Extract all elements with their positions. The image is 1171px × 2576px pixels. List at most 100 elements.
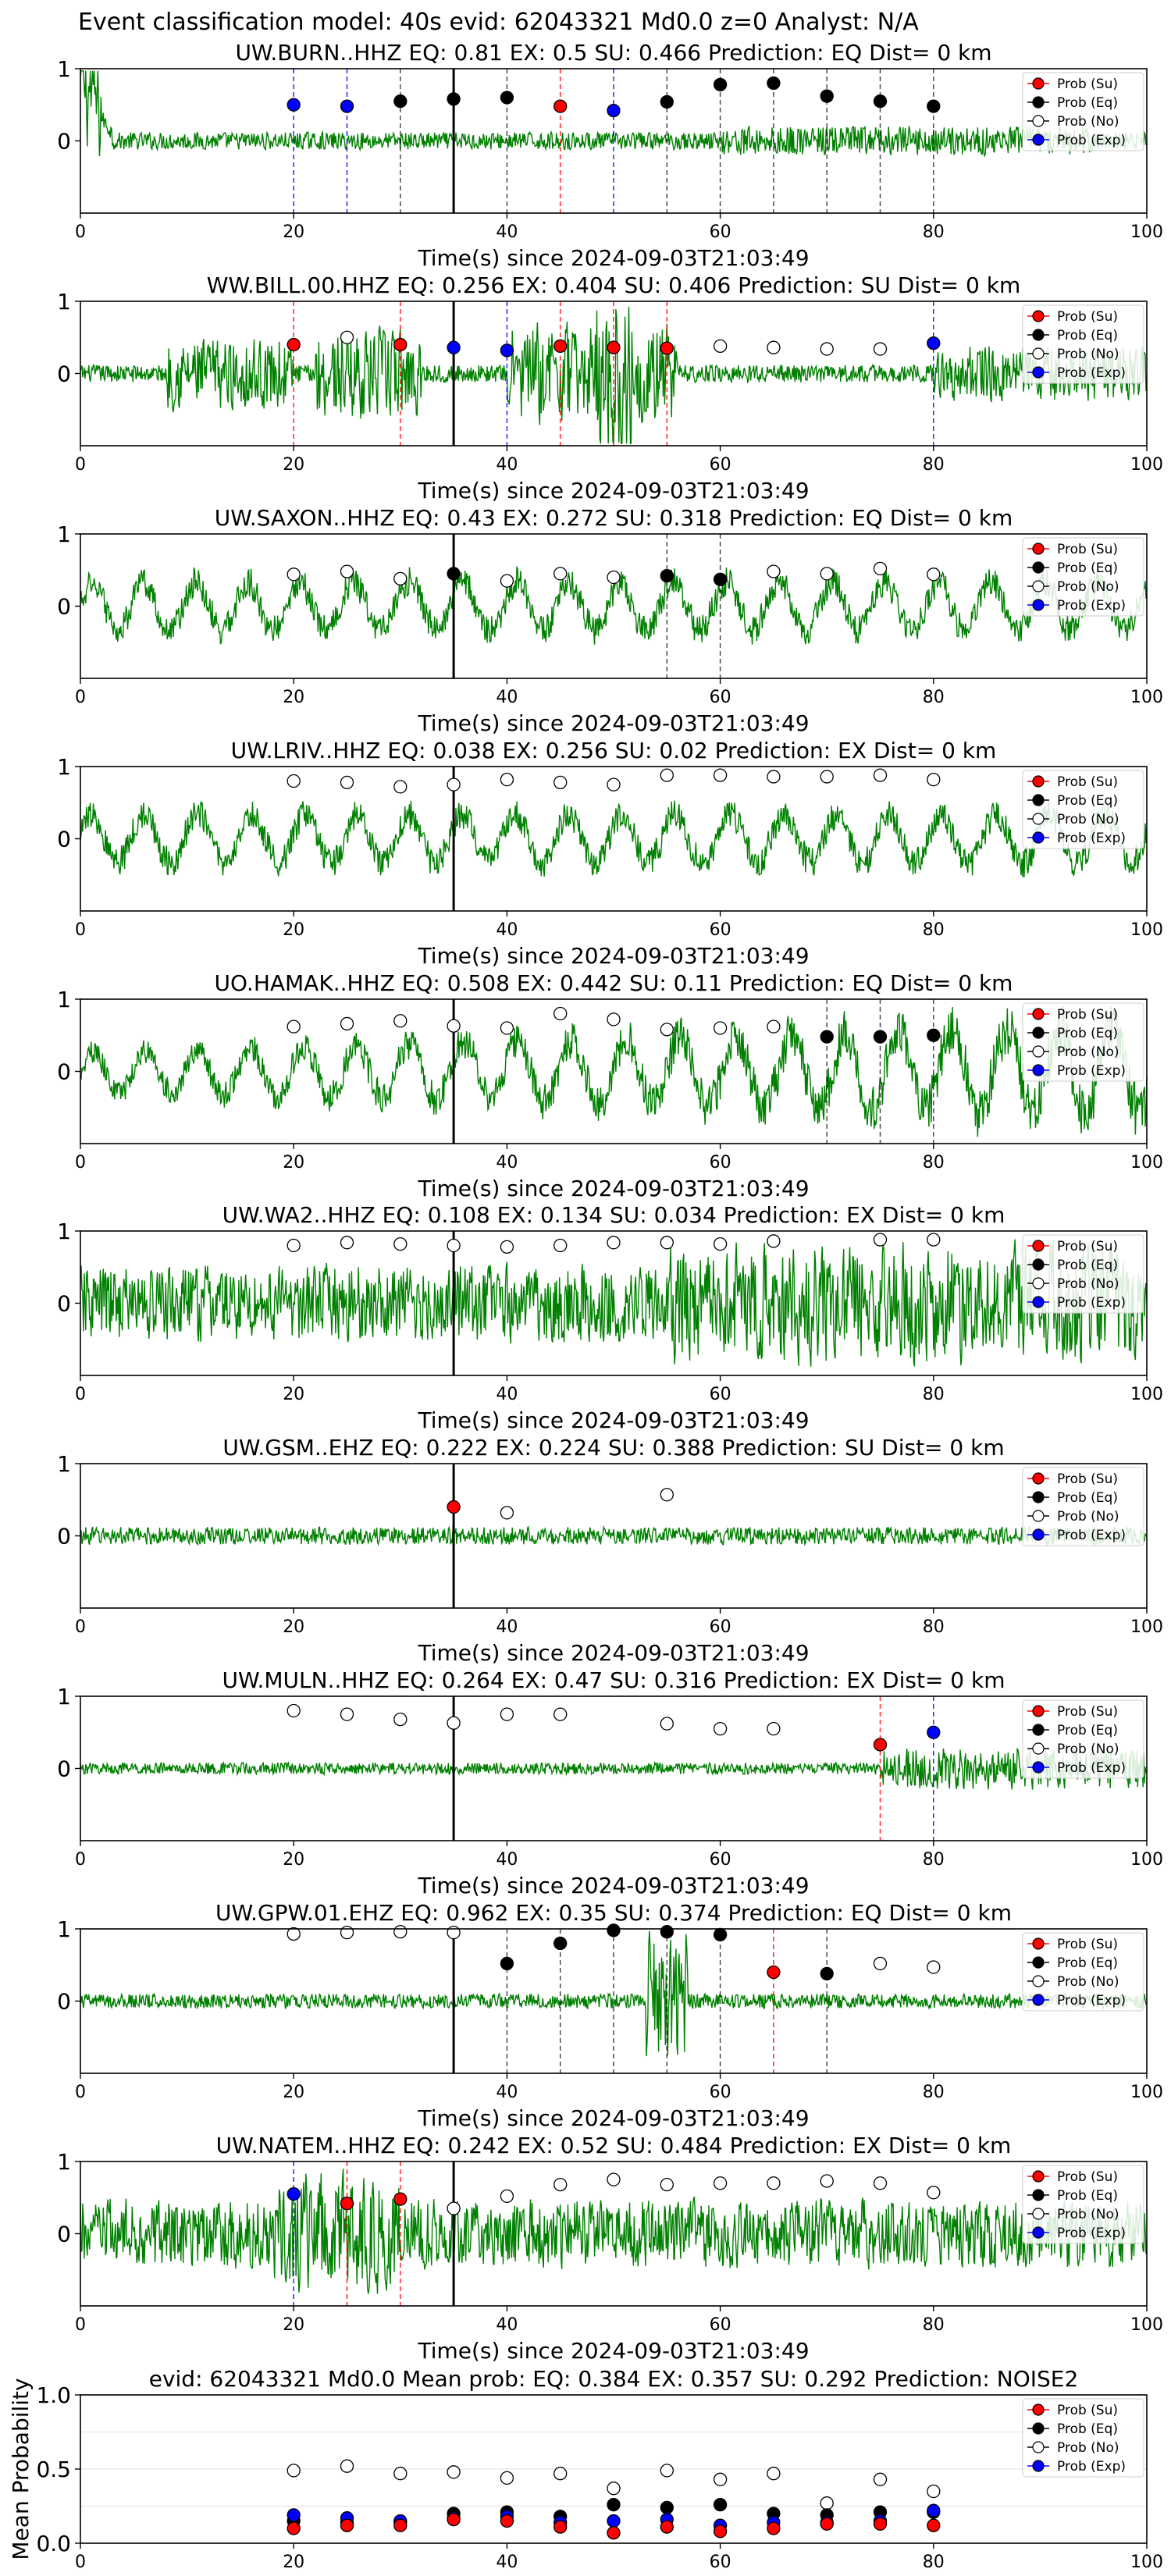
legend-marker: [1032, 775, 1045, 788]
x-tick-label: 40: [496, 1385, 518, 1404]
prob-marker-no: [447, 1238, 461, 1253]
legend-marker: [1032, 543, 1045, 555]
legend-marker: [1032, 1510, 1045, 1522]
x-tick-label: 60: [710, 688, 731, 707]
legend: Prob (Su) Prob (Eq) Prob (No) Prob (Exp): [1022, 2398, 1144, 2478]
mean-probability-panel: evid: 62043321 Md0.0 Mean prob: EQ: 0.38…: [8, 2366, 1163, 2572]
prob-marker-no: [393, 1014, 408, 1028]
prob-marker-exp: [287, 2186, 301, 2201]
waveform-trace: [80, 1747, 1148, 1790]
legend-marker: [1032, 561, 1045, 574]
x-tick-label: 0: [75, 1385, 86, 1404]
y-tick-label: 0: [57, 129, 71, 155]
legend-marker: [1032, 1258, 1045, 1271]
figure-suptitle: Event classification model: 40s evid: 62…: [78, 9, 919, 36]
legend: Prob (Su) Prob (Eq) Prob (No) Prob (Exp): [1022, 2165, 1144, 2244]
legend-label: Prob (Exp): [1057, 365, 1126, 381]
prob-marker-exp: [447, 340, 461, 354]
legend-marker: [1032, 1296, 1045, 1308]
x-tick-label: 100: [1130, 1617, 1163, 1637]
legend: Prob (Su) Prob (Eq) Prob (No) Prob (Exp): [1022, 1467, 1144, 1546]
x-tick-label: 40: [496, 920, 518, 940]
legend-label: Prob (No): [1057, 1974, 1119, 1990]
y-tick-label: 1: [57, 521, 71, 547]
panel-title: UW.GPW.01.EHZ EQ: 0.962 EX: 0.35 SU: 0.3…: [215, 1900, 1012, 1926]
prob-marker-su: [873, 1738, 888, 1752]
legend-label: Prob (Exp): [1057, 1760, 1126, 1776]
prob-marker-no: [500, 574, 514, 588]
y-tick-label: 1: [57, 289, 71, 315]
prob-marker-exp: [607, 103, 621, 118]
x-tick-label: 100: [1130, 1385, 1163, 1404]
mean-marker-no: [713, 2472, 728, 2486]
y-tick-label: 1: [57, 987, 71, 1012]
prob-marker-no: [553, 775, 568, 789]
legend-label: Prob (Eq): [1057, 1955, 1118, 1971]
x-tick-label: 0: [75, 1850, 86, 1870]
legend-label: Prob (No): [1057, 2207, 1119, 2222]
prob-marker-no: [340, 330, 354, 344]
waveform-trace: [80, 1239, 1148, 1367]
x-tick-label: 100: [1130, 1153, 1163, 1172]
legend-label: Prob (Su): [1057, 542, 1118, 557]
x-tick-label: 40: [496, 1617, 518, 1637]
x-tick-label: 40: [496, 2553, 518, 2572]
x-tick-label: 80: [923, 2083, 945, 2102]
mean-marker-su: [287, 2521, 301, 2535]
prob-marker-eq: [713, 1927, 728, 1942]
legend-label: Prob (Exp): [1057, 2226, 1126, 2241]
x-axis-label: Time(s) since 2024-09-03T21:03:49: [417, 478, 809, 503]
prob-marker-no: [447, 1019, 461, 1033]
legend-marker: [1032, 580, 1045, 592]
mean-marker-su: [713, 2524, 728, 2539]
prob-marker-no: [340, 1925, 354, 1940]
prob-marker-eq: [927, 1028, 941, 1042]
prob-marker-su: [607, 340, 621, 354]
prob-marker-su: [393, 337, 408, 352]
mean-marker-exp: [287, 2508, 301, 2522]
prob-marker-no: [447, 1716, 461, 1730]
legend-label: Prob (No): [1057, 347, 1119, 362]
panel-title: UW.MULN..HHZ EQ: 0.264 EX: 0.47 SU: 0.31…: [222, 1667, 1005, 1693]
mean-marker-no: [767, 2467, 781, 2481]
x-axis-label: Time(s) since 2024-09-03T21:03:49: [417, 1407, 809, 1433]
legend: Prob (Su) Prob (Eq) Prob (No) Prob (Exp): [1022, 1234, 1144, 1314]
y-tick-label: 1: [57, 56, 71, 82]
prob-marker-eq: [607, 1923, 621, 1937]
prob-marker-eq: [660, 569, 674, 583]
panel-title: WW.BILL.00.HHZ EQ: 0.256 EX: 0.404 SU: 0…: [207, 272, 1020, 298]
y-tick-label: 1: [57, 1219, 71, 1244]
prob-marker-no: [927, 568, 941, 582]
y-tick-label: 0.5: [36, 2457, 71, 2482]
legend-label: Prob (Eq): [1057, 95, 1118, 111]
x-tick-label: 0: [75, 1617, 86, 1637]
mean-marker-su: [660, 2520, 674, 2534]
prob-marker-no: [713, 339, 728, 354]
prob-marker-no: [713, 1021, 728, 1035]
waveform-trace: [80, 2169, 1148, 2294]
mean-marker-no: [927, 2484, 941, 2499]
mean-marker-no: [660, 2464, 674, 2478]
panel-title: UW.SAXON..HHZ EQ: 0.43 EX: 0.272 SU: 0.3…: [215, 505, 1013, 531]
prob-marker-no: [927, 1960, 941, 1974]
prob-marker-no: [660, 2177, 674, 2192]
panel-title: UW.WA2..HHZ EQ: 0.108 EX: 0.134 SU: 0.03…: [222, 1202, 1005, 1228]
prob-marker-eq: [927, 99, 941, 113]
prob-marker-no: [927, 2186, 941, 2200]
legend-box: [1022, 2398, 1144, 2478]
x-axis-label: Time(s) since 2024-09-03T21:03:49: [417, 2105, 809, 2131]
legend-box: [1022, 537, 1144, 617]
mean-marker-no: [340, 2459, 354, 2473]
panels: UW.BURN..HHZ EQ: 0.81 EX: 0.5 SU: 0.466 …: [8, 40, 1163, 2572]
prob-marker-no: [447, 777, 461, 792]
legend-label: Prob (Eq): [1057, 1258, 1118, 1273]
x-tick-label: 60: [710, 1617, 731, 1637]
x-tick-label: 100: [1130, 920, 1163, 940]
prob-marker-no: [553, 1006, 568, 1021]
prob-marker-su: [287, 337, 301, 352]
prob-marker-no: [927, 1233, 941, 1247]
prob-marker-no: [820, 770, 834, 784]
legend: Prob (Su) Prob (Eq) Prob (No) Prob (Exp): [1022, 1699, 1144, 1779]
mean-marker-no: [393, 2467, 408, 2481]
